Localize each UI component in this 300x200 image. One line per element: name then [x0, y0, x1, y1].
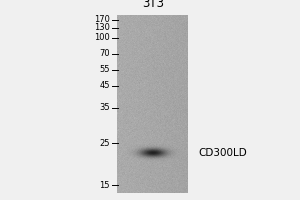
Text: 15: 15	[100, 180, 110, 190]
Text: 170: 170	[94, 16, 110, 24]
Text: 25: 25	[100, 138, 110, 148]
Text: 35: 35	[99, 104, 110, 112]
Text: 70: 70	[99, 49, 110, 58]
Text: 3T3: 3T3	[142, 0, 164, 10]
Text: 55: 55	[100, 66, 110, 74]
Text: 100: 100	[94, 33, 110, 43]
Text: 130: 130	[94, 23, 110, 32]
Text: 45: 45	[100, 82, 110, 90]
Text: CD300LD: CD300LD	[198, 148, 247, 158]
